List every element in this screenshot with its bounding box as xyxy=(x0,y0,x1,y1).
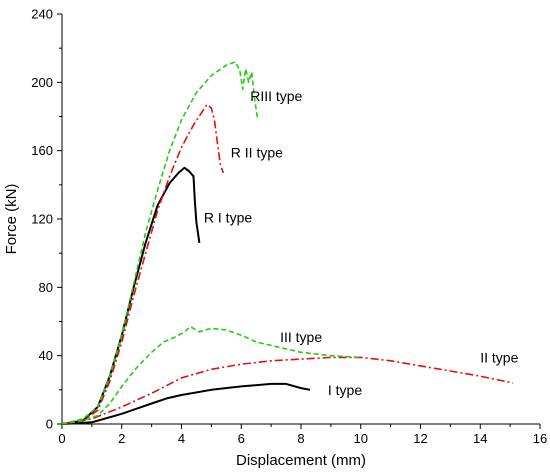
x-tick-label: 6 xyxy=(238,431,245,446)
y-tick-label: 0 xyxy=(46,417,53,432)
x-tick-label: 16 xyxy=(533,431,547,446)
series-labels: R I type R II type RIII type I type II type I… xyxy=(204,88,519,398)
series-line xyxy=(61,325,361,425)
series-line xyxy=(61,166,201,425)
y-tick-label: 80 xyxy=(39,280,53,295)
x-tick-label: 0 xyxy=(58,431,65,446)
axes xyxy=(61,14,540,425)
x-tick-label: 10 xyxy=(354,431,368,446)
series-label: RIII type xyxy=(250,88,302,104)
y-tick-label: 40 xyxy=(39,348,53,363)
x-axis-title: Displacement (mm) xyxy=(236,452,366,469)
y-tick-label: 160 xyxy=(31,143,53,158)
series-label: R I type xyxy=(204,209,252,225)
series-label: III type xyxy=(280,329,322,345)
series-lines xyxy=(61,60,514,425)
y-axis-title: Force (kN) xyxy=(3,184,20,255)
series-line xyxy=(61,382,311,425)
series-line xyxy=(61,103,225,425)
series-label: I type xyxy=(328,382,362,398)
series-label: II type xyxy=(480,350,518,366)
series-line xyxy=(61,356,514,425)
x-tick-label: 12 xyxy=(413,431,427,446)
series-line xyxy=(61,60,259,425)
y-tick-label: 120 xyxy=(31,212,53,227)
series-label: R II type xyxy=(231,145,283,161)
y-tick-label: 240 xyxy=(31,7,53,22)
x-tick-label: 2 xyxy=(118,431,125,446)
x-tick-label: 4 xyxy=(178,431,185,446)
x-tick-label: 8 xyxy=(297,431,304,446)
x-tick-label: 14 xyxy=(473,431,487,446)
y-tick-label: 200 xyxy=(31,75,53,90)
